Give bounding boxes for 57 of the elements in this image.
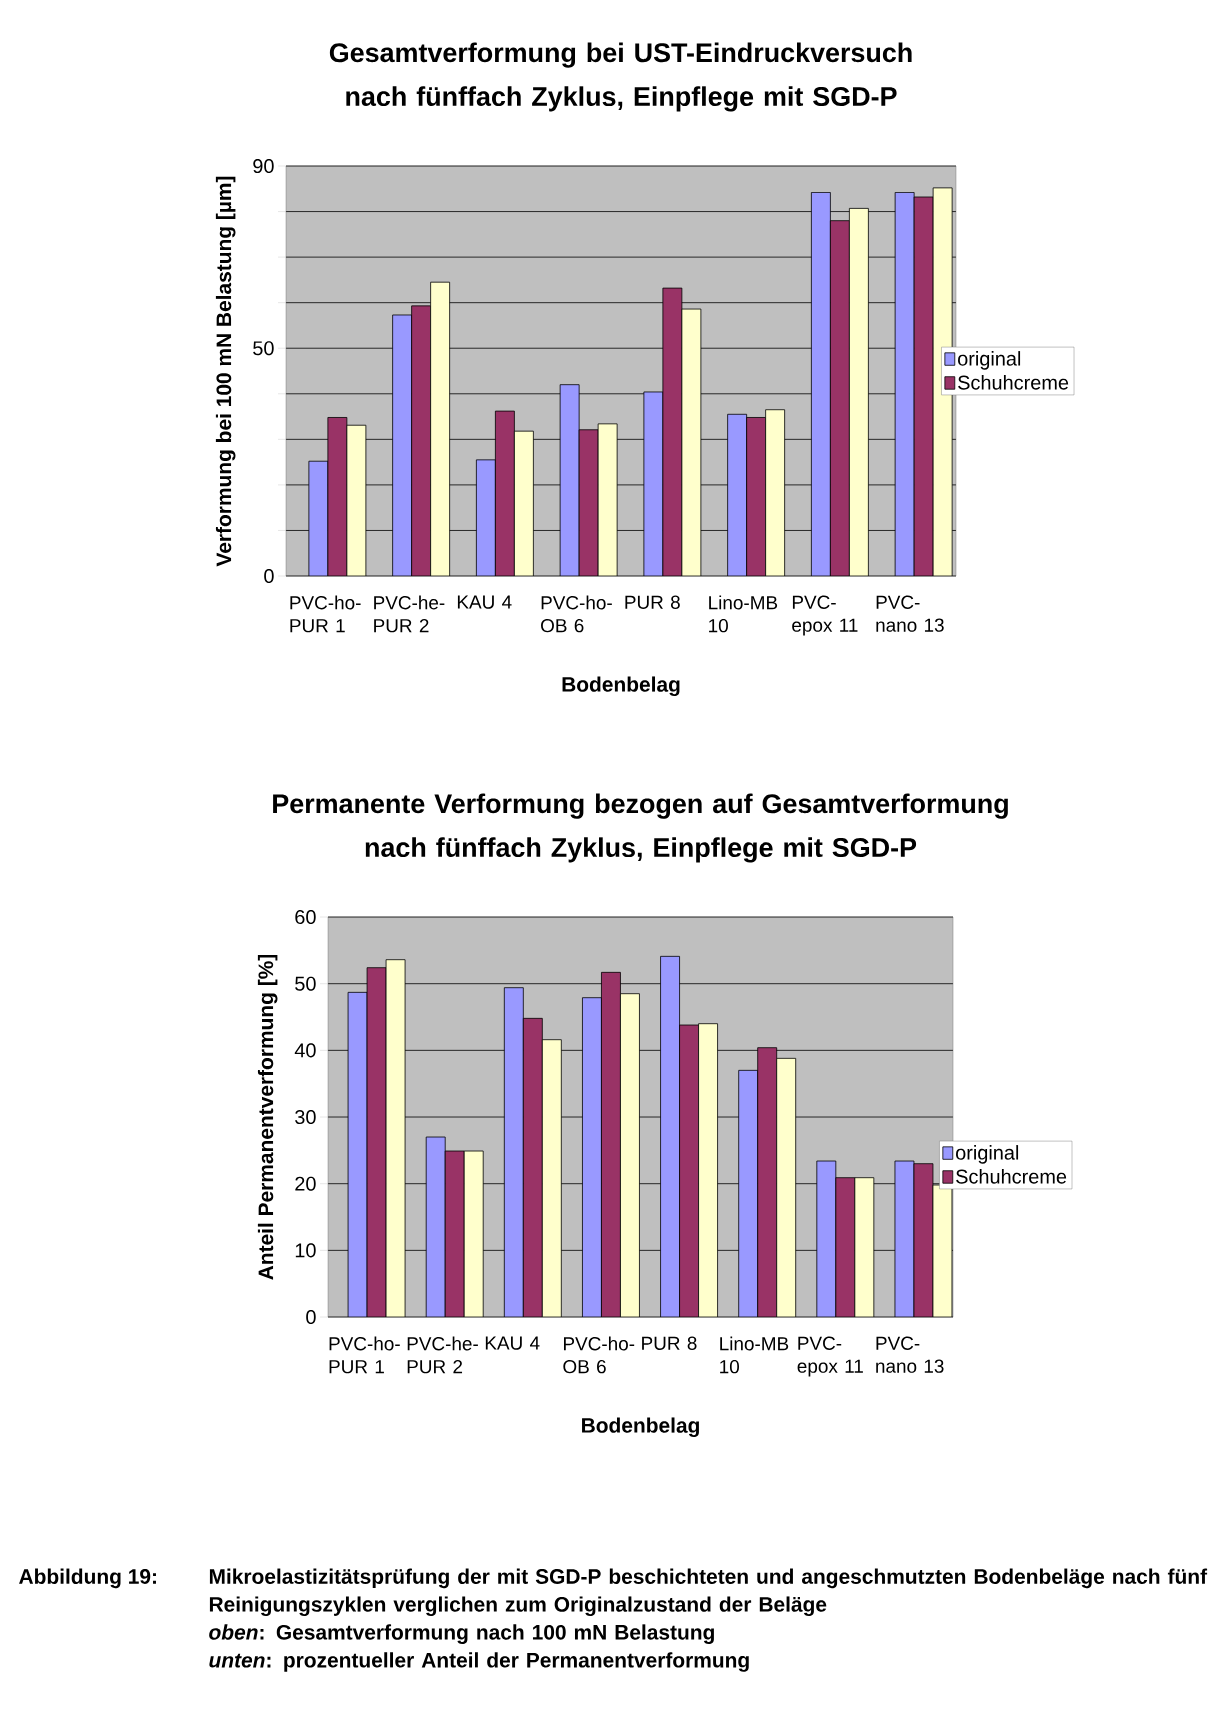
y-tick-label: 40: [294, 1043, 316, 1058]
y-tick-label: 60: [295, 909, 316, 925]
chart-title: Gesamtverformung bei UST-Eindruckversuch nach fünffach Zyklus, Einpflege mit SGD-P: [329, 42, 912, 112]
x-tick-label: PVC-epox 11: [792, 595, 858, 636]
y-tick-label: 30: [295, 1109, 316, 1125]
y-tick-label: 0: [264, 568, 274, 584]
x-tick-label: PUR 8: [625, 595, 680, 609]
bar: [425, 1136, 446, 1318]
x-tick-label: PVC-epox 11: [797, 1336, 863, 1377]
bar: [582, 997, 602, 1318]
x-tick-label: PVC-nano 13: [876, 595, 944, 632]
bar: [738, 1069, 759, 1318]
legend-label: Schuhcreme: [958, 375, 1069, 390]
bar: [698, 1023, 718, 1318]
bar: [776, 1057, 797, 1318]
bar: [816, 1160, 837, 1318]
chart-title: Permanente Verformung bezogen auf Gesamtverformung nach fünffach Zyklus, Einpflege mit SGD-P: [273, 793, 1008, 863]
bar: [679, 1024, 699, 1318]
x-tick-label: PVC-he-PUR 2: [407, 1336, 478, 1374]
x-tick-label: PVC-he-PUR 2: [374, 595, 445, 633]
bar: [757, 1047, 778, 1318]
legend-label: original: [956, 1145, 1019, 1164]
x-tick-label: PVC-ho-OB 6: [563, 1336, 635, 1374]
bar: [601, 971, 621, 1318]
bar: [463, 1150, 484, 1318]
y-tick-label: 10: [295, 1243, 316, 1258]
bar: [620, 993, 640, 1318]
y-tick-label: 50: [295, 976, 316, 991]
legend-label: original: [958, 351, 1021, 370]
text: oben: Gesamtverformung nach 100 mN Belastung: [209, 1624, 714, 1644]
x-tick-label: PVC-ho-OB 6: [541, 595, 612, 633]
x-tick-label: PVC-ho-PUR 1: [290, 595, 361, 633]
y-tick-label: 50: [253, 341, 274, 356]
x-axis-title: Bodenbelag: [582, 1417, 699, 1438]
x-axis-title: Bodenbelag: [562, 676, 680, 697]
x-tick-label: PVC-nano 13: [876, 1336, 944, 1373]
text: unten: prozentueller Anteil der Permanentverformung: [209, 1652, 749, 1672]
x-tick-label: Lino-MB 10: [709, 595, 778, 633]
bar: [835, 1177, 856, 1318]
y-axis-title: Anteil Permanentverformung [%]: [257, 954, 278, 1280]
y-tick-label: 20: [295, 1176, 316, 1191]
bar: [503, 987, 524, 1318]
x-tick-label: PUR 8: [642, 1336, 697, 1350]
x-tick-label: KAU 4: [457, 595, 512, 609]
bar: [444, 1150, 465, 1318]
y-tick-label: 0: [306, 1309, 316, 1325]
text: Abbildung 19:: [19, 1568, 156, 1589]
bar: [541, 1039, 562, 1318]
legend-label: Schuhcreme: [956, 1169, 1067, 1184]
x-tick-label: PVC-ho-PUR 1: [329, 1336, 400, 1374]
y-axis-title: Verformung bei 100 mN Belastung [µm]: [215, 176, 236, 567]
bar: [660, 955, 680, 1318]
y-tick-label: 90: [253, 158, 274, 174]
bar: [854, 1177, 875, 1318]
bar: [522, 1017, 543, 1318]
x-tick-label: Lino-MB 10: [720, 1336, 789, 1374]
x-tick-label: KAU 4: [485, 1336, 540, 1350]
